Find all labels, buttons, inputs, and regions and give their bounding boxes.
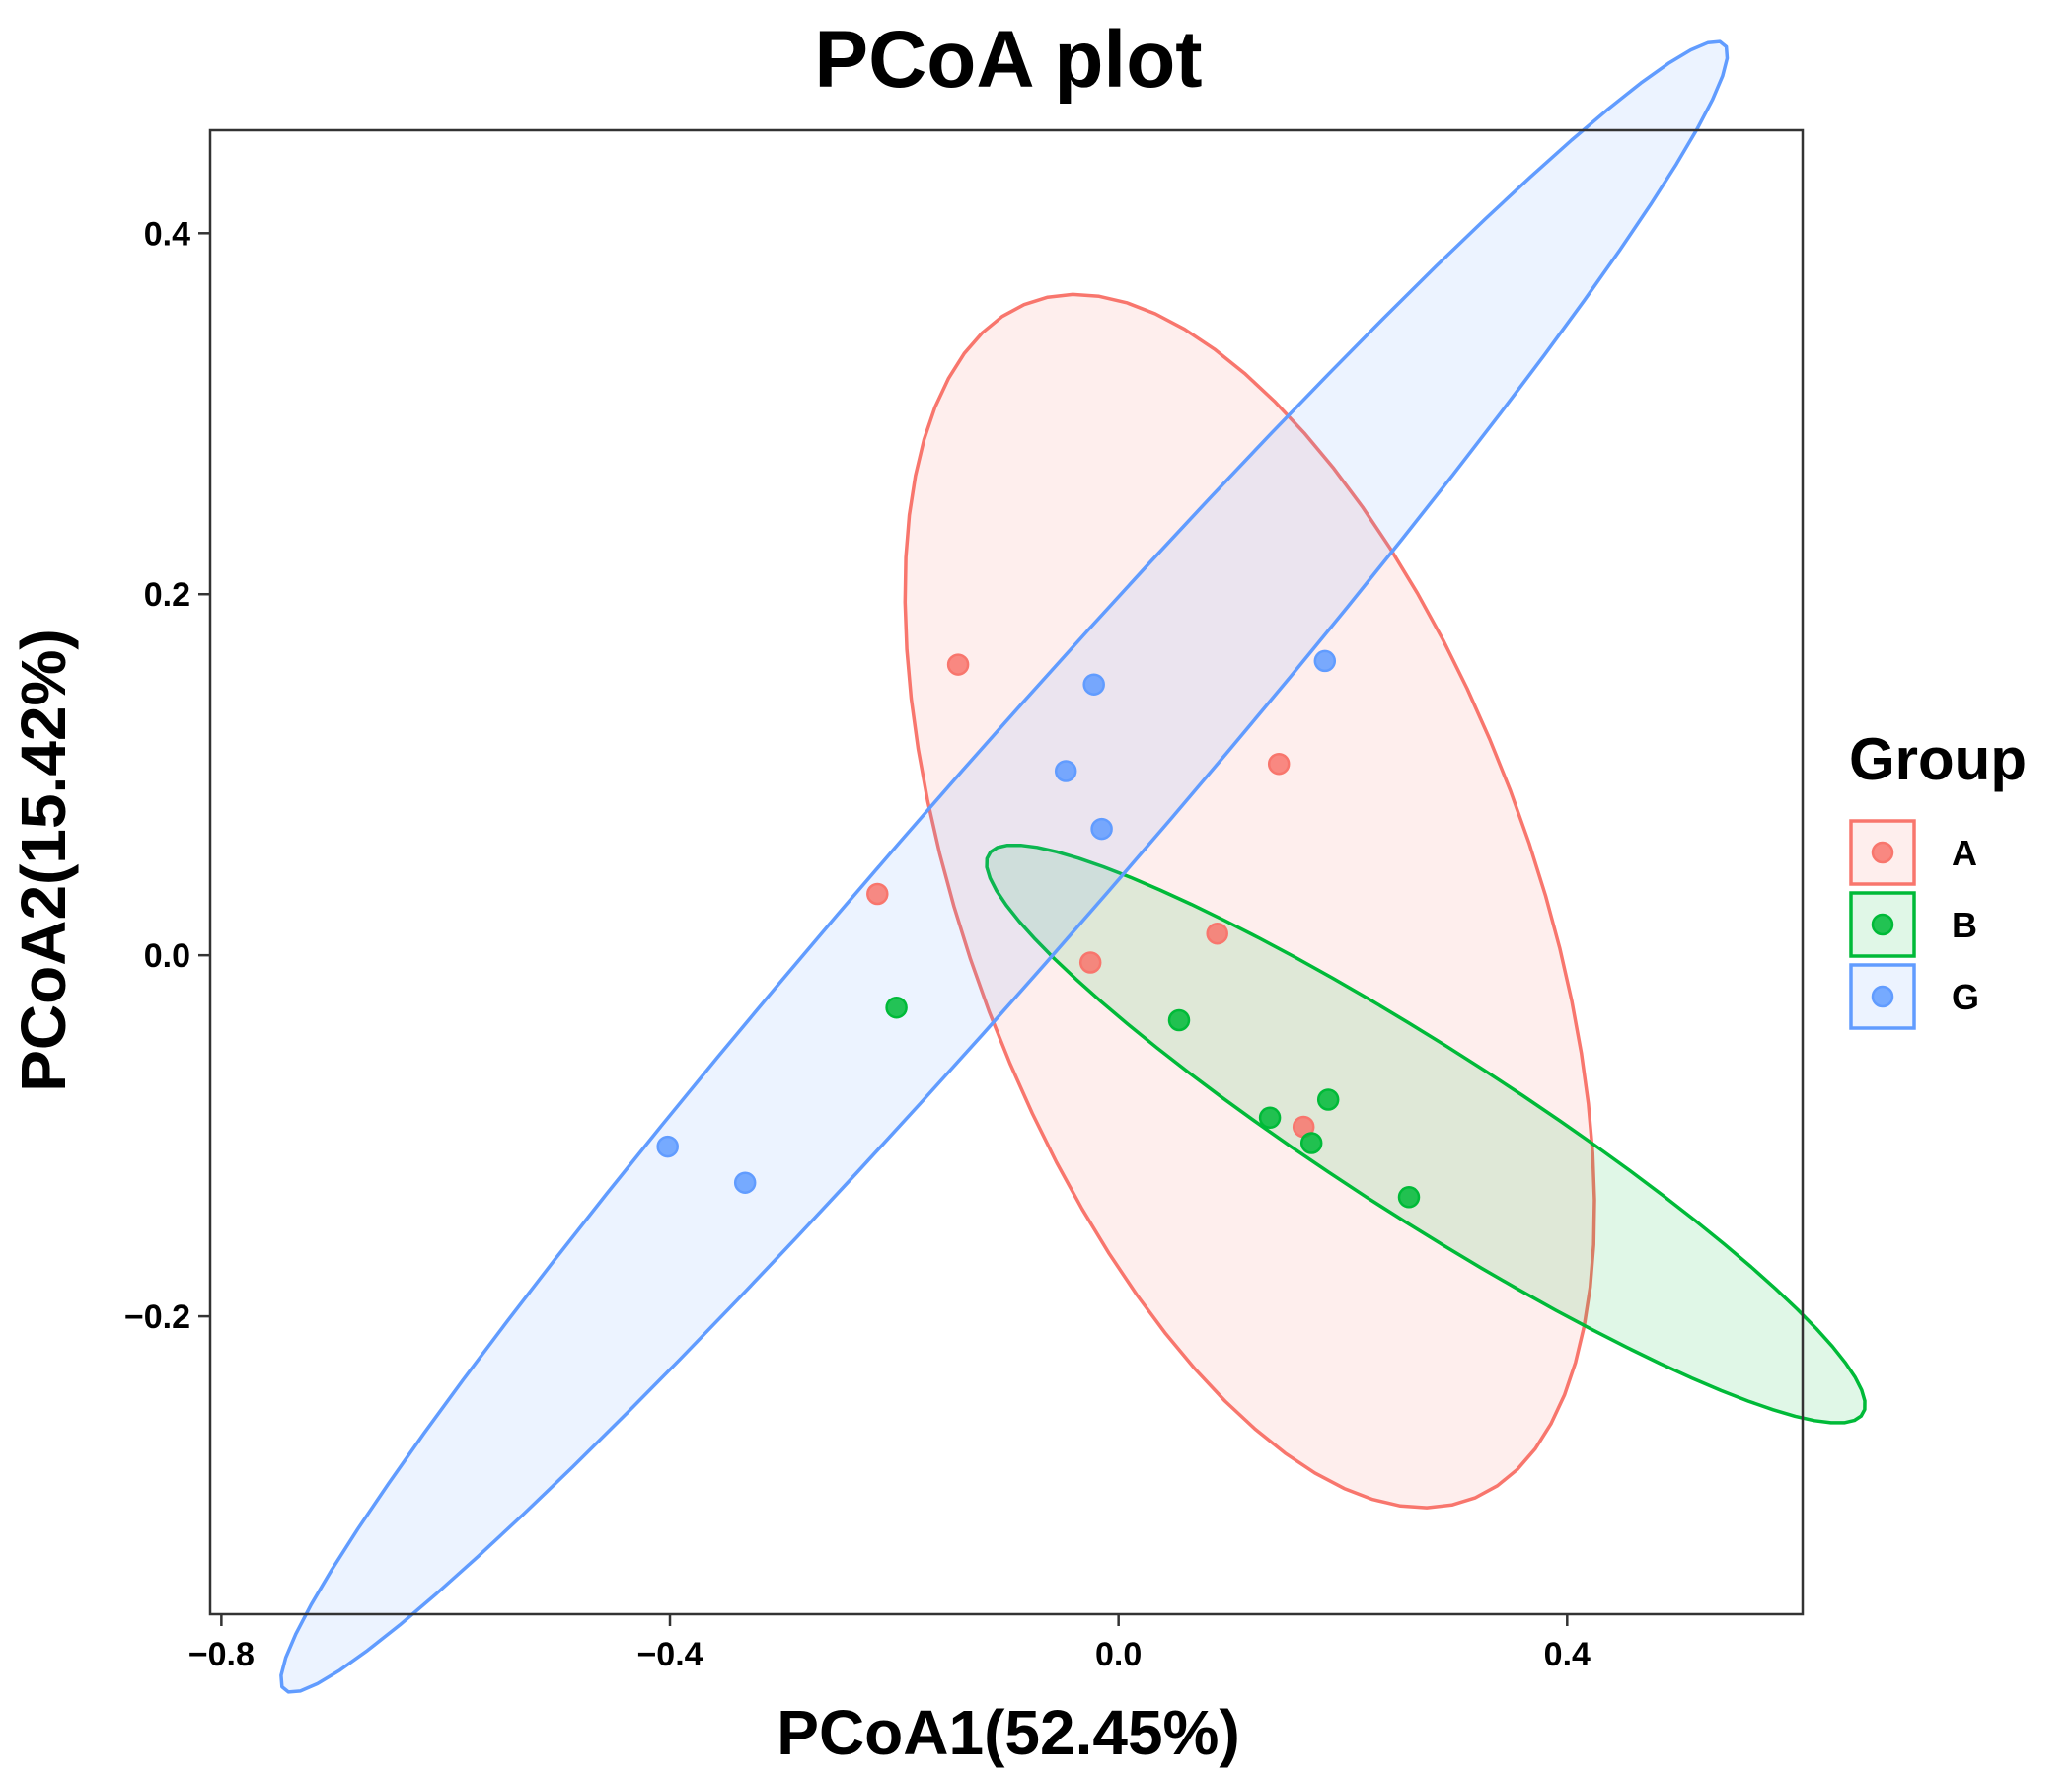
x-axis-title: PCoA1(52.45%) — [777, 1697, 1240, 1768]
point-g-3 — [1054, 760, 1077, 782]
point-a-3 — [866, 882, 889, 906]
chart-title: PCoA plot — [814, 15, 1202, 105]
point-g-5 — [656, 1135, 679, 1158]
y-axis: −0.2 0.0 0.2 0.4 — [124, 215, 210, 1336]
point-b-4 — [1258, 1106, 1282, 1130]
y-tick-label: −0.2 — [124, 1298, 190, 1336]
point-g-4 — [1090, 817, 1113, 841]
data-points — [656, 649, 1421, 1209]
confidence-ellipses — [279, 39, 1867, 1694]
point-g-1 — [1313, 649, 1337, 673]
point-a-1 — [946, 653, 970, 676]
x-tick-label: −0.4 — [636, 1636, 703, 1673]
point-g-2 — [1082, 673, 1105, 696]
legend-marker-b — [1871, 913, 1894, 936]
x-tick-label: −0.8 — [188, 1636, 255, 1673]
point-b-2 — [1167, 1008, 1191, 1032]
legend-items: ABG — [1849, 819, 1979, 1030]
y-tick-label: 0.0 — [144, 937, 190, 975]
legend-label-g: G — [1952, 977, 1979, 1017]
legend-label-b: B — [1952, 905, 1977, 945]
point-b-3 — [1316, 1088, 1340, 1111]
legend-marker-g — [1871, 985, 1894, 1008]
x-tick-label: 0.4 — [1544, 1636, 1591, 1673]
legend-title: Group — [1849, 726, 2027, 792]
legend-marker-a — [1871, 841, 1894, 864]
ellipse-b — [985, 843, 1867, 1425]
y-tick-label: 0.4 — [144, 215, 190, 253]
y-axis-title: PCoA2(15.42%) — [8, 629, 79, 1092]
point-g-6 — [733, 1171, 757, 1194]
point-a-5 — [1078, 951, 1102, 974]
y-tick-label: 0.2 — [144, 576, 190, 614]
point-a-2 — [1267, 752, 1291, 776]
point-b-1 — [885, 996, 908, 1019]
plot-panel-border — [208, 128, 1805, 1616]
point-b-6 — [1397, 1186, 1421, 1209]
legend-label-a: A — [1952, 833, 1977, 873]
legend: Group ABG — [1849, 726, 2027, 1030]
ellipse-g — [279, 39, 1730, 1694]
ellipse-a — [903, 292, 1596, 1510]
x-tick-label: 0.0 — [1095, 1636, 1142, 1673]
point-b-5 — [1299, 1132, 1323, 1154]
x-axis: −0.8 −0.4 0.0 0.4 — [188, 1614, 1591, 1673]
point-a-4 — [1206, 922, 1228, 945]
